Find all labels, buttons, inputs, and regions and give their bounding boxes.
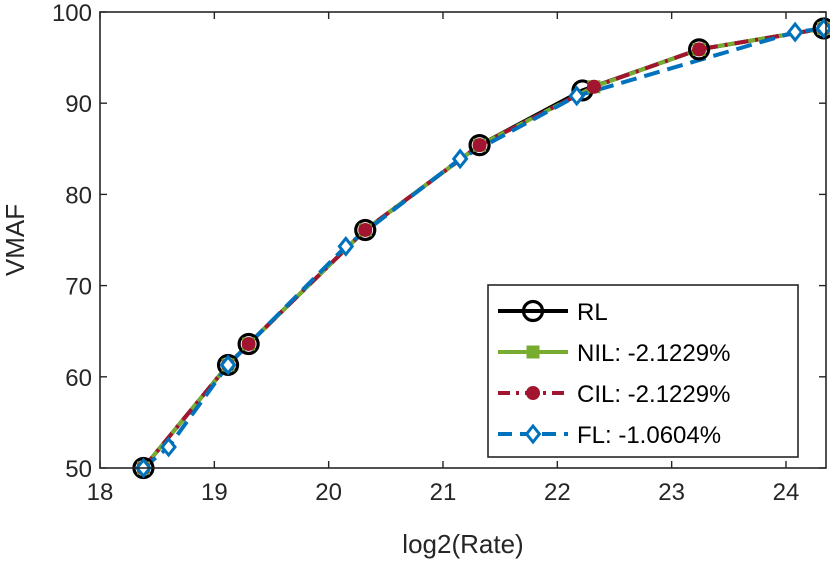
series-2-point: [472, 138, 487, 153]
legend-label-3: FL: -1.0604%: [577, 422, 721, 449]
series-2-point: [692, 42, 707, 57]
series-0-point: [468, 134, 491, 157]
legend: RL NIL: -2.1229% CIL: -2.1229% FL: -1.0604%: [487, 284, 799, 458]
y-tick-label: 80: [65, 182, 92, 209]
series-0-point: [687, 38, 711, 61]
x-tick-label: 21: [430, 479, 457, 506]
legend-label-0: RL: [577, 299, 608, 326]
legend-marker-3: [524, 423, 542, 445]
series-2-point: [358, 222, 373, 237]
x-tick-label: 24: [773, 479, 800, 506]
series-3-point: [451, 148, 469, 170]
series-0-point: [237, 332, 260, 356]
legend-label-2: CIL: -2.1229%: [577, 381, 730, 408]
legend-marker-2: [526, 386, 540, 400]
series-0-point: [354, 218, 377, 242]
series-3-point: [219, 354, 237, 376]
axes-box: [99, 11, 827, 469]
x-tick-label: 23: [658, 479, 685, 506]
ticks-layer: 18 19 20 21 22 23 24 50 60 70 80 90 100: [52, 0, 826, 506]
y-tick-label: 70: [65, 274, 92, 301]
legend-box: [487, 284, 799, 458]
x-tick-label: 20: [315, 479, 342, 506]
series-3-point: [815, 18, 830, 39]
series-line-3: [142, 26, 824, 470]
y-tick-label: 90: [65, 91, 92, 118]
legend-label-1: NIL: -2.1229%: [577, 340, 730, 367]
series-line-2: [141, 26, 825, 470]
series-3-point: [568, 85, 586, 107]
y-tick-label: 60: [65, 365, 92, 392]
legend-marker-1: [526, 345, 540, 359]
x-axis-label: log2(Rate): [402, 529, 523, 559]
series-2-point: [241, 336, 256, 351]
markers-layer: [132, 17, 830, 480]
x-tick-label: 18: [87, 479, 114, 506]
series-3-point: [786, 21, 804, 43]
series-2-point: [586, 79, 601, 94]
y-tick-label: 100: [52, 0, 92, 27]
legend-marker-0: [521, 299, 545, 323]
series-3-point: [160, 436, 177, 458]
x-tick-label: 19: [201, 479, 228, 506]
y-axis-label: VMAF: [0, 204, 30, 276]
y-tick-label: 50: [65, 456, 92, 483]
series-3-point: [337, 235, 355, 257]
x-tick-label: 22: [544, 479, 571, 506]
